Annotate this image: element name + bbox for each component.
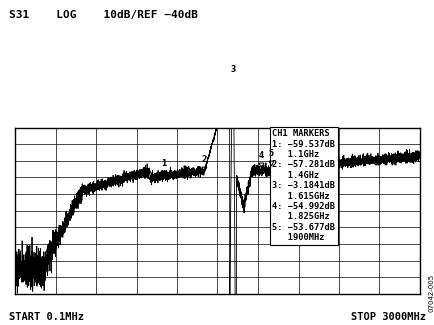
Text: START 0.1MHz: START 0.1MHz [9,312,83,322]
Text: 1: 1 [161,159,166,168]
Text: S31    LOG    10dB/REF −40dB: S31 LOG 10dB/REF −40dB [9,10,197,20]
Text: 2: 2 [201,155,206,164]
Text: 4: 4 [258,151,263,160]
Text: CH1 MARKERS
1: −59.537dB
   1.1GHz
2: −57.281dB
   1.4GHz
3: −3.1841dB
   1.615G: CH1 MARKERS 1: −59.537dB 1.1GHz 2: −57.2… [272,129,335,242]
Text: 3: 3 [230,65,235,74]
Text: 07042-005: 07042-005 [427,274,433,312]
Text: STOP 3000MHz: STOP 3000MHz [351,312,425,322]
Text: 5: 5 [268,149,273,158]
